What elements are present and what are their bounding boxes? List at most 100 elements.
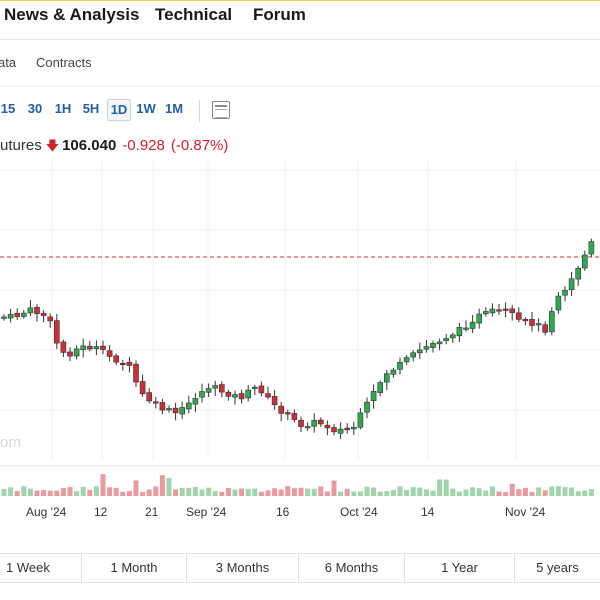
timeframe-30[interactable]: 30 [27,101,43,116]
candle-body [529,319,535,326]
candle [172,402,179,421]
volume-bar [437,479,443,496]
candle [377,380,384,397]
candle [113,353,119,366]
volume-bar [305,488,311,496]
nav-news-analysis[interactable]: News & Analysis [4,5,140,24]
candle-body [80,345,86,350]
range-5-years[interactable]: 5 years [536,560,579,575]
timeframe-15[interactable]: 15 [0,101,16,116]
candle-body [463,327,469,330]
volume-bar [397,486,403,496]
candle-body [337,428,344,434]
candle-body [126,361,133,366]
candle-body [344,427,351,431]
candle [14,308,20,320]
candle-body [232,394,238,398]
candle [258,381,265,397]
timeframe-1m[interactable]: 1M [164,101,184,116]
x-tick-label: 14 [421,505,435,519]
volume-bar [569,487,575,496]
candle-body [509,308,516,313]
subnav-item-contracts[interactable]: Contracts [36,55,92,70]
volume-bar [146,489,152,496]
nav-forum[interactable]: Forum [253,5,306,24]
candle-body [436,341,443,345]
candle [522,317,529,326]
candle-body [502,308,509,311]
candle [100,340,106,355]
volume-bar [489,486,495,496]
candle [106,345,113,362]
range-1-month[interactable]: 1 Month [82,554,187,582]
sub-navigation: ata Contracts [0,40,600,87]
range-3-months[interactable]: 3 Months [187,554,299,582]
candle [60,339,67,357]
candle-body [298,419,304,427]
candle [311,413,318,433]
candle-body [205,388,212,393]
x-tick-label: Oct '24 [340,505,378,519]
instrument-name: utures [0,137,42,154]
subnav-item-data[interactable]: ata [0,55,17,70]
volume-bar [364,486,370,496]
volume-bar [417,487,423,496]
candle [219,381,225,398]
candle-body [14,312,20,317]
candle [238,389,245,404]
candle-body [258,385,265,394]
candle-body [199,391,205,398]
timeframe-5h[interactable]: 5H [82,101,100,116]
candle [548,307,555,336]
candle [291,409,298,423]
timeframe-1d[interactable]: 1D [107,99,131,121]
candle [463,320,469,332]
price-chart[interactable]: Aug '24 12 21 Sep '24 16 Oct '24 14 Nov '24 [0,160,600,550]
timeframe-1w[interactable]: 1W [136,101,156,116]
candle-body [192,398,199,405]
volume-bar [509,483,515,496]
volume-bar [159,475,165,496]
chart-type-icon[interactable] [212,101,230,119]
volume-bar [529,491,535,496]
volume-bar [377,491,383,496]
volume-bar [74,491,80,496]
candle [449,332,456,343]
candle-body [27,307,34,314]
candle [153,397,159,409]
candle [443,334,450,345]
candle-body [87,345,93,350]
candle [331,423,337,436]
candle-body [60,341,67,353]
volume-bar [107,487,113,496]
timeframe-1h[interactable]: 1H [54,101,72,116]
volume-bar [575,491,581,496]
candle-body [93,346,100,350]
range-6-months[interactable]: 6 Months [299,554,405,582]
volume-bar [258,491,264,496]
volume-bar [522,487,528,496]
range-1-week[interactable]: 1 Week [0,554,82,582]
candle-body [423,346,430,350]
volume-bar [536,487,542,496]
candle-body [291,413,298,420]
candle-body [515,312,522,320]
candle [252,384,258,396]
volume-bar [588,489,594,496]
volume-bar [443,479,449,496]
nav-technical[interactable]: Technical [155,5,233,24]
range-1-year[interactable]: 1 Year [405,554,515,582]
candle [34,304,40,322]
down-arrow-icon: 🡇 [45,138,60,153]
candle [146,388,152,404]
volume-bar [351,491,357,496]
watermark: om [0,434,21,451]
candle [20,310,27,319]
candle [568,271,575,297]
volume-bar [34,490,40,496]
candle [390,367,397,378]
volume-bar [430,490,436,496]
price-change-percent: (-0.87%) [170,137,229,154]
candle-body [166,408,172,411]
volume-bar [291,488,297,496]
